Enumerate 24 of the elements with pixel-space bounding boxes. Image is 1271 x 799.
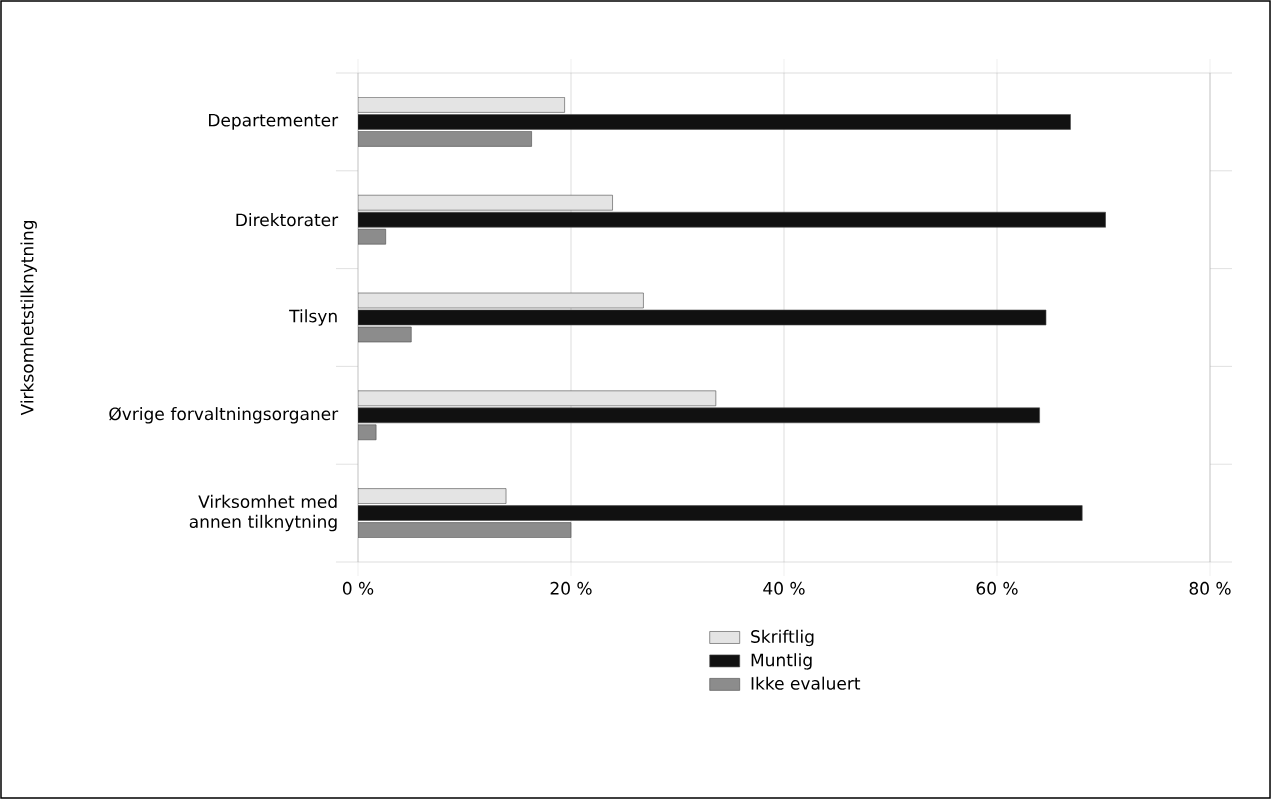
y-tick-label: Departementer: [209, 113, 339, 130]
x-tick-label: 80 %: [1189, 581, 1231, 595]
y-axis-title: Virksomhetstilknytning: [20, 221, 37, 416]
bar: [358, 488, 507, 504]
bar: [358, 522, 572, 538]
bar: [358, 114, 1071, 130]
x-tick-label: 0 %: [342, 581, 374, 595]
legend-label: Ikke evaluert: [751, 676, 861, 690]
x-tick-label: 40 %: [763, 581, 805, 595]
bar: [358, 407, 1040, 424]
bar: [358, 131, 532, 147]
bar: [358, 390, 717, 407]
legend-label: Skriftlig: [751, 629, 814, 647]
bar: [358, 97, 565, 113]
x-tick-label: 60 %: [976, 581, 1018, 595]
bar: [358, 211, 1106, 228]
y-tick-label: Direktorater: [236, 213, 339, 227]
y-tick-label: Virksomhet med annen tilknytning: [189, 494, 337, 532]
y-tick-label: Tilsyn: [289, 309, 337, 326]
bar: [358, 194, 613, 211]
bar: [358, 505, 1083, 521]
y-tick-label: Øvrige forvaltningsorganer: [109, 407, 339, 424]
x-tick-label: 20 %: [550, 581, 592, 595]
legend-label: Muntlig: [751, 653, 812, 670]
